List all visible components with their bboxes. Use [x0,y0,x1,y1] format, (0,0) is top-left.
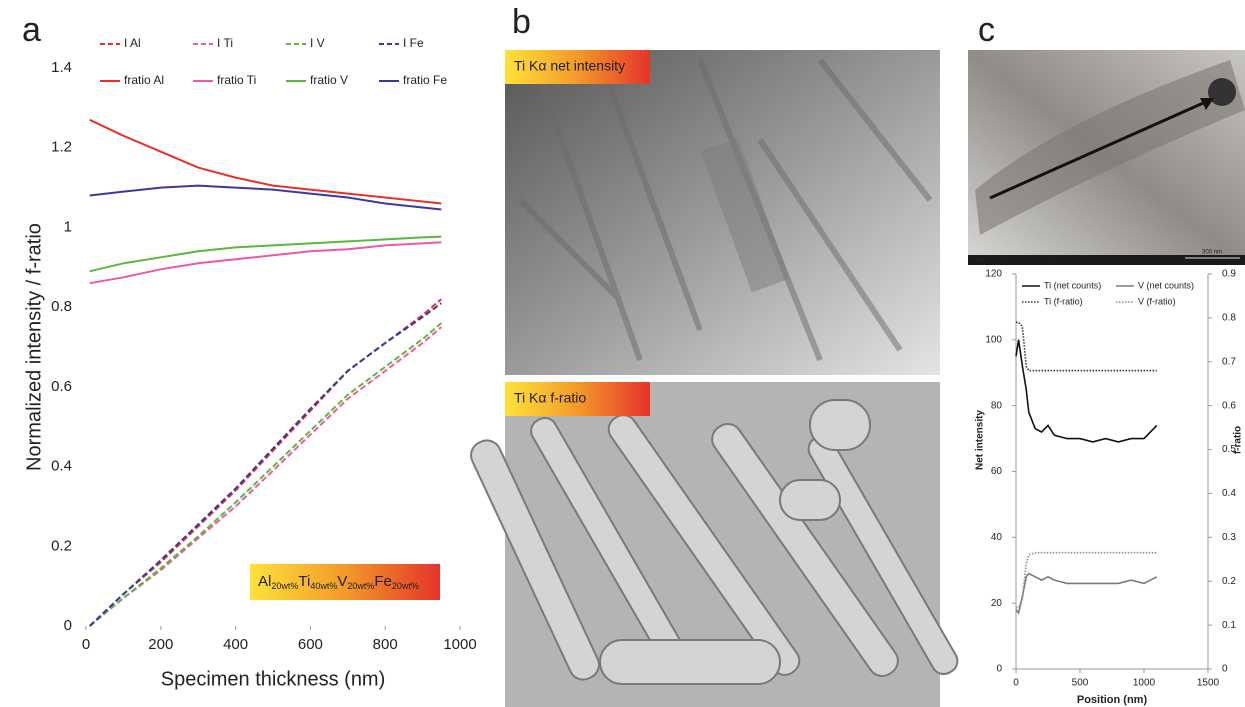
annotation-element: Fe [374,573,392,590]
legend-label: Ti (net counts) [1044,280,1101,290]
y2-tick-label: 0.1 [1222,620,1236,631]
legend-label: fratio V [310,73,348,87]
figure: a b c Ti Kα net intensity Ti Kα f-ratio [0,0,1245,707]
y2-tick-label: 0.4 [1222,488,1236,499]
series-line [1016,574,1157,614]
legend-label: V (net counts) [1138,280,1194,290]
y-tick-label: 1.4 [51,59,72,76]
y-tick-label: 0 [64,617,72,634]
series-line [1016,553,1157,608]
y-tick-label: 60 [991,466,1003,477]
legend-label: I Al [124,36,141,50]
y2-tick-label: 0.2 [1222,576,1236,587]
scale-label: 300 nm [1202,250,1222,256]
x-tick-label: 600 [298,636,323,653]
x-tick-label: 400 [223,636,248,653]
y2-axis-label: f-ratio [1233,426,1244,454]
y2-tick-label: 0.9 [1222,269,1236,280]
y-tick-label: 80 [991,400,1003,411]
annotation-subscript: 20wt% [271,581,298,591]
image-label: Ti Kα f-ratio [514,390,586,406]
y-tick-label: 1.2 [51,139,72,156]
series-line [90,242,442,283]
image-label: Ti Kα net intensity [514,58,625,74]
y-tick-label: 0.6 [51,378,72,395]
series-line [90,120,442,204]
y-tick-label: 0 [996,664,1002,675]
x-tick-label: 800 [373,636,398,653]
y2-tick-label: 0.6 [1222,400,1236,411]
legend-label: fratio Ti [217,73,256,87]
x-axis-label: Position (nm) [1077,694,1148,706]
x-tick-label: 0 [1013,678,1019,689]
legend-label: fratio Fe [403,73,447,87]
y-tick-label: 100 [985,334,1002,345]
legend-label: I Fe [403,36,424,50]
x-tick-label: 1500 [1197,678,1220,689]
x-tick-label: 1000 [443,636,476,653]
micrograph-fratio [466,382,961,707]
y2-tick-label: 0 [1222,664,1228,675]
annotation-subscript: 20wt% [392,581,419,591]
y-tick-label: 0.4 [51,458,72,475]
y2-tick-label: 0.7 [1222,356,1236,367]
series-line [1016,340,1157,442]
y-tick-label: 20 [991,598,1003,609]
legend-label: V (f-ratio) [1138,296,1176,306]
image-info: MAG: 120115 x HV: 20.0 kV WD: 10.5 mm [972,258,1085,264]
legend-label: fratio Al [124,73,164,87]
micrograph-sem [968,50,1245,265]
y-axis-label: Normalized intensity / f-ratio [23,223,45,471]
y-tick-label: 0.8 [51,298,72,315]
x-axis-label: Specimen thickness (nm) [161,668,386,690]
series-line [90,237,442,272]
series-line [1016,322,1157,370]
micrograph-net [505,50,940,375]
annotation-subscript: 40wt% [310,581,337,591]
x-tick-label: 500 [1072,678,1089,689]
x-tick-label: 1000 [1133,678,1156,689]
annotation-subscript: 20wt% [347,581,374,591]
annotation-element: Al [258,573,271,590]
panel-label: b [512,3,531,41]
y-tick-label: 120 [985,269,1002,280]
annotation-element: Ti [298,573,310,590]
legend-label: I Ti [217,36,233,50]
annotation-element: V [337,573,347,590]
panel-label: a [22,11,41,49]
x-tick-label: 200 [148,636,173,653]
y-tick-label: 1 [64,218,72,235]
legend-label: Ti (f-ratio) [1044,296,1083,306]
panel-label: c [978,11,995,49]
y2-tick-label: 0.8 [1222,313,1236,324]
y-tick-label: 0.2 [51,537,72,554]
y-axis-label: Net intensity [975,410,986,470]
x-tick-label: 0 [82,636,90,653]
legend-label: I V [310,36,325,50]
y2-tick-label: 0.3 [1222,532,1236,543]
y-tick-label: 40 [991,532,1003,543]
